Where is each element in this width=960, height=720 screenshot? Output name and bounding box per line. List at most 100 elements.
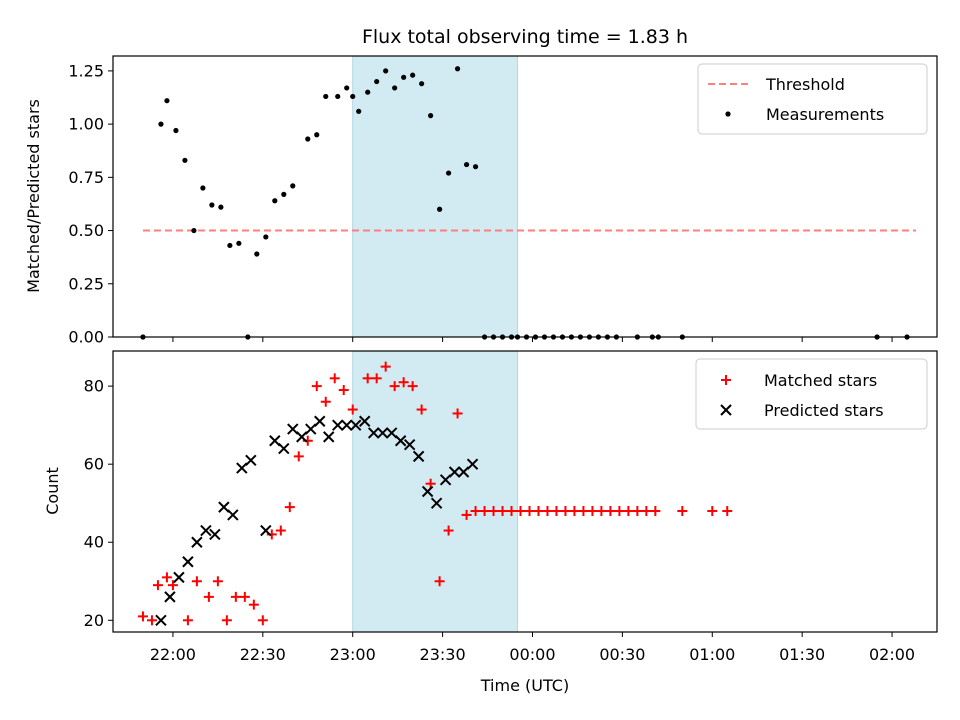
predicted-stars-point <box>227 509 239 521</box>
predicted-x-b <box>439 474 452 486</box>
measurement-point <box>356 108 362 114</box>
measurement-point <box>200 185 206 191</box>
predicted-stars-point <box>430 497 443 509</box>
predicted-stars-point <box>155 614 167 626</box>
x-tick-label: 01:30 <box>779 645 825 664</box>
matched-stars-point <box>389 381 400 392</box>
matched-stars-point <box>587 506 598 517</box>
measurement-point <box>392 85 398 91</box>
x-tick-label: 00:30 <box>599 645 645 664</box>
predicted-x-b <box>191 536 203 548</box>
predicted-stars-point <box>457 466 470 478</box>
predicted-stars-point <box>323 431 335 443</box>
predicted-stars-point <box>191 536 203 548</box>
predicted-stars-point <box>466 458 479 470</box>
count-panel: 20 40 60 80 22:00 22:30 23:00 23:30 00:00 00:30 0… <box>43 350 938 695</box>
matched-stars-point <box>362 373 373 384</box>
observing-window-band <box>352 350 519 633</box>
y-tick-label: 40 <box>84 533 104 552</box>
predicted-x-b <box>305 423 317 435</box>
chart-title: Flux total observing time = 1.83 h <box>362 26 688 48</box>
observing-window-band <box>352 55 519 338</box>
ratio-panel: 0.00 0.25 0.50 0.75 1.00 1.25 Matched/Predict… <box>24 55 938 347</box>
x-tick-label: 23:30 <box>420 645 466 664</box>
predicted-x-b <box>200 524 212 537</box>
predicted-stars-point <box>394 435 407 447</box>
predicted-x-b <box>376 427 389 439</box>
predicted-stars-point <box>332 419 344 431</box>
predicted-x-b <box>296 431 308 443</box>
predicted-stars-point <box>296 431 308 443</box>
x-axis-label: Time (UTC) <box>480 676 569 695</box>
predicted-stars-point <box>314 415 326 427</box>
predicted-stars-point <box>341 419 353 431</box>
matched-stars-point <box>596 506 607 517</box>
matched-stars-point <box>347 404 358 415</box>
predicted-x-b <box>227 509 239 521</box>
matched-stars-point <box>398 377 409 388</box>
predicted-x-b <box>269 435 281 447</box>
predicted-x-b <box>457 466 470 478</box>
y-tick-label: 20 <box>84 611 104 630</box>
matched-stars-point <box>461 509 472 520</box>
predicted-x-b <box>367 427 380 439</box>
measurement-point <box>182 157 188 163</box>
measurement-point <box>314 132 320 138</box>
predicted-x-b <box>349 419 362 431</box>
matched-stars-point <box>524 506 535 517</box>
matched-stars-point <box>434 576 445 587</box>
matched-stars-point <box>569 506 580 517</box>
predicted-x-b <box>209 528 221 541</box>
predicted-x-b <box>403 438 416 451</box>
x-tick-label: 22:30 <box>240 645 286 664</box>
matched-stars-point <box>479 506 490 517</box>
predicted-x-b <box>385 427 398 439</box>
matched-stars-point <box>560 506 571 517</box>
predicted-stars-point <box>209 528 221 541</box>
legend-predicted-swatch-b <box>720 404 732 416</box>
ratio-y-axis-label: Matched/Predicted stars <box>24 99 43 293</box>
measurement-point <box>401 74 407 80</box>
predicted-x-b <box>341 419 353 431</box>
predicted-x-b <box>245 454 257 466</box>
y-tick-label: 0.75 <box>68 168 104 187</box>
matched-stars-point <box>230 591 241 602</box>
ratio-plot-frame <box>112 55 938 338</box>
measurement-point <box>164 98 170 104</box>
matched-stars-point <box>212 576 223 587</box>
predicted-stars-point <box>218 501 230 513</box>
predicted-x-b <box>314 415 326 427</box>
predicted-x-b <box>323 431 335 443</box>
matched-stars-point <box>257 615 268 626</box>
matched-stars-point <box>722 506 733 517</box>
predicted-stars-point <box>376 427 389 439</box>
predicted-x-b <box>236 462 248 474</box>
matched-stars-point <box>329 373 340 384</box>
predicted-x-b <box>182 556 194 568</box>
predicted-stars-point <box>173 571 185 584</box>
x-tick-label: 22:00 <box>150 645 196 664</box>
predicted-stars-point <box>278 442 290 455</box>
measurement-point <box>428 113 434 119</box>
predicted-x-b <box>332 419 344 431</box>
measurement-point <box>290 183 296 189</box>
matched-stars-point <box>221 615 232 626</box>
y-tick-label: 0.00 <box>68 328 104 347</box>
y-tick-label: 60 <box>84 455 104 474</box>
predicted-stars-point <box>260 524 272 537</box>
predicted-x-b <box>287 423 299 435</box>
matched-stars-point <box>182 615 193 626</box>
count-y-axis-label: Count <box>43 467 62 515</box>
measurement-point <box>335 93 341 100</box>
measurement-point <box>374 78 380 85</box>
predicted-x-b <box>430 497 443 509</box>
predicted-stars-point <box>269 435 281 447</box>
measurement-point <box>305 136 311 142</box>
x-tick-label: 23:00 <box>330 645 376 664</box>
matched-stars-point <box>161 572 172 583</box>
predicted-x-b <box>278 442 290 455</box>
count-plot-frame <box>112 350 938 633</box>
predicted-stars-point <box>182 556 194 568</box>
matched-stars-point <box>380 361 391 372</box>
predicted-x-b <box>448 466 461 478</box>
